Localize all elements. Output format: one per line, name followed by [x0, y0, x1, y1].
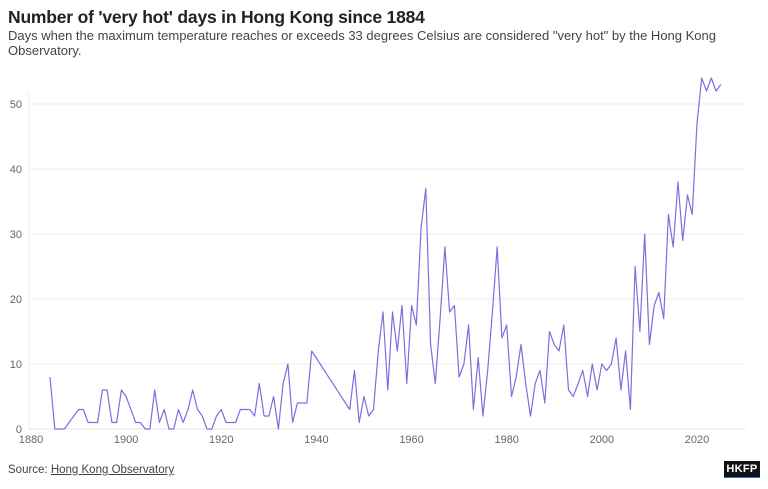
chart-subtitle: Days when the maximum temperature reache… [8, 28, 716, 58]
x-axis-ticks: 1880 1900 1920 1940 1960 1980 2000 2020 [19, 434, 709, 446]
chart-title: Number of 'very hot' days in Hong Kong s… [8, 7, 425, 27]
y-tick-label: 40 [10, 164, 22, 176]
x-tick-label: 1880 [19, 434, 43, 446]
y-tick-label: 30 [10, 229, 22, 241]
x-tick-label: 1900 [114, 434, 138, 446]
y-tick-label: 10 [10, 359, 22, 371]
x-tick-label: 2000 [590, 434, 614, 446]
series-line-very-hot-days [49, 77, 722, 430]
x-tick-label: 1920 [209, 434, 233, 446]
y-tick-label: 50 [10, 99, 22, 111]
source-note: Source: Hong Kong Observatory [8, 464, 174, 476]
x-tick-label: 2020 [685, 434, 709, 446]
source-link[interactable]: Hong Kong Observatory [50, 464, 175, 476]
y-tick-label: 0 [16, 424, 22, 436]
y-tick-label: 20 [10, 294, 22, 306]
y-axis-ticks: 0 10 20 30 40 50 [10, 99, 22, 436]
source-label: Source: [8, 464, 51, 476]
x-tick-label: 1960 [399, 434, 423, 446]
x-tick-label: 1940 [304, 434, 328, 446]
x-tick-label: 1980 [494, 434, 518, 446]
hkfp-logo: HKFP [724, 461, 760, 478]
